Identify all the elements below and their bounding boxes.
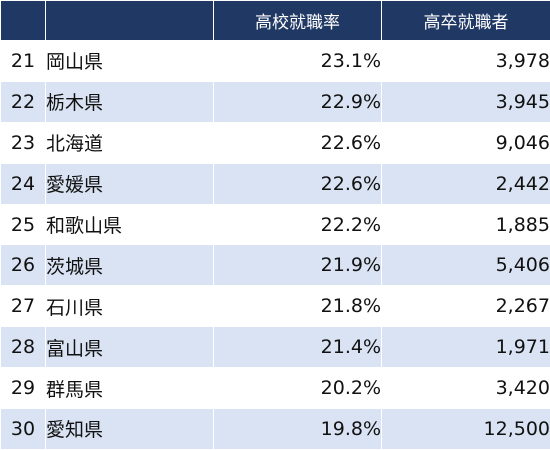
count-cell: 3,945 [382,81,550,122]
count-cell: 1,885 [382,204,550,245]
prefecture-cell: 石川県 [46,286,214,327]
rate-cell: 21.8% [214,286,382,327]
rate-cell: 23.1% [214,41,382,82]
prefecture-cell: 愛知県 [46,409,214,450]
count-cell: 5,406 [382,245,550,286]
count-cell: 3,978 [382,41,550,82]
count-cell: 3,420 [382,368,550,409]
prefecture-cell: 群馬県 [46,368,214,409]
prefecture-cell: 岡山県 [46,41,214,82]
rate-cell: 19.8% [214,409,382,450]
rank-cell: 28 [1,327,46,368]
rate-cell: 22.6% [214,163,382,204]
rank-cell: 23 [1,122,46,163]
rate-cell: 22.2% [214,204,382,245]
header-prefecture [46,1,214,41]
rate-cell: 22.6% [214,122,382,163]
rank-cell: 25 [1,204,46,245]
prefecture-cell: 栃木県 [46,81,214,122]
count-cell: 1,971 [382,327,550,368]
header-rank [1,1,46,41]
prefecture-cell: 北海道 [46,122,214,163]
rank-cell: 27 [1,286,46,327]
rate-cell: 22.9% [214,81,382,122]
rank-cell: 30 [1,409,46,450]
count-cell: 12,500 [382,409,550,450]
header-row: 高校就職率 高卒就職者 [1,1,550,41]
count-cell: 2,267 [382,286,550,327]
count-cell: 9,046 [382,122,550,163]
prefecture-cell: 愛媛県 [46,163,214,204]
rank-cell: 21 [1,41,46,82]
rank-cell: 29 [1,368,46,409]
rank-cell: 26 [1,245,46,286]
prefecture-cell: 和歌山県 [46,204,214,245]
header-rate: 高校就職率 [214,1,382,41]
rate-cell: 21.4% [214,327,382,368]
header-count: 高卒就職者 [382,1,550,41]
count-cell: 2,442 [382,163,550,204]
prefecture-cell: 茨城県 [46,245,214,286]
rate-cell: 21.9% [214,245,382,286]
prefecture-cell: 富山県 [46,327,214,368]
rank-cell: 22 [1,81,46,122]
rate-cell: 20.2% [214,368,382,409]
rank-cell: 24 [1,163,46,204]
